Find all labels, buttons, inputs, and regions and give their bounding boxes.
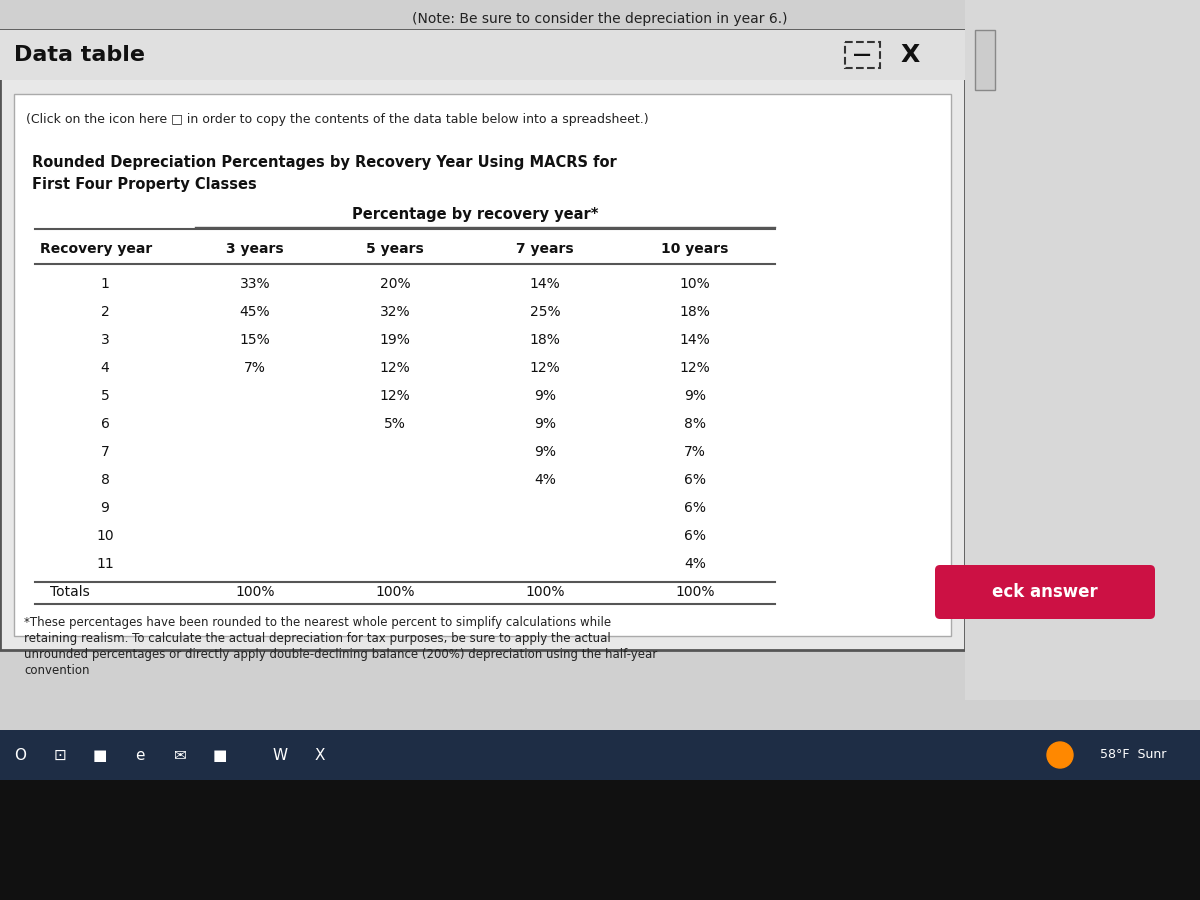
Text: 19%: 19% xyxy=(379,333,410,346)
Text: 3: 3 xyxy=(101,333,109,346)
Text: 7%: 7% xyxy=(244,361,266,374)
Text: ■: ■ xyxy=(212,748,227,762)
Text: O: O xyxy=(14,748,26,762)
Text: 12%: 12% xyxy=(679,361,710,374)
Text: 18%: 18% xyxy=(529,333,560,346)
Text: convention: convention xyxy=(24,664,90,677)
Text: 45%: 45% xyxy=(240,304,270,319)
Text: 7%: 7% xyxy=(684,445,706,459)
Text: 8: 8 xyxy=(101,472,109,487)
Text: 9: 9 xyxy=(101,500,109,515)
Bar xyxy=(0,30,965,80)
Text: *These percentages have been rounded to the nearest whole percent to simplify ca: *These percentages have been rounded to … xyxy=(24,616,611,629)
Text: 9%: 9% xyxy=(534,389,556,402)
Text: 8%: 8% xyxy=(684,417,706,430)
Text: W: W xyxy=(272,748,288,762)
Text: X: X xyxy=(900,43,919,67)
Text: ■: ■ xyxy=(92,748,107,762)
Text: 14%: 14% xyxy=(529,276,560,291)
Text: eck answer: eck answer xyxy=(992,583,1098,601)
Text: 100%: 100% xyxy=(676,585,715,598)
Text: 7 years: 7 years xyxy=(516,242,574,256)
Text: 10: 10 xyxy=(96,528,114,543)
Text: 1: 1 xyxy=(101,276,109,291)
Text: 5: 5 xyxy=(101,389,109,402)
Text: Percentage by recovery year*: Percentage by recovery year* xyxy=(352,206,599,221)
Text: 4%: 4% xyxy=(534,472,556,487)
Bar xyxy=(0,30,965,650)
Text: ✉: ✉ xyxy=(174,748,186,762)
Text: 4: 4 xyxy=(101,361,109,374)
Text: ⊡: ⊡ xyxy=(54,748,66,762)
Text: 6%: 6% xyxy=(684,472,706,487)
Text: (Note: Be sure to consider the depreciation in year 6.): (Note: Be sure to consider the depreciat… xyxy=(413,12,787,26)
Text: 10 years: 10 years xyxy=(661,242,728,256)
Text: 12%: 12% xyxy=(529,361,560,374)
Text: X: X xyxy=(314,748,325,762)
Text: retaining realism. To calculate the actual depreciation for tax purposes, be sur: retaining realism. To calculate the actu… xyxy=(24,632,611,645)
Text: 20%: 20% xyxy=(379,276,410,291)
Text: —: — xyxy=(853,46,871,64)
Text: 18%: 18% xyxy=(679,304,710,319)
Circle shape xyxy=(1046,742,1073,768)
Text: Totals: Totals xyxy=(50,585,90,598)
Text: 11: 11 xyxy=(96,556,114,571)
Text: Data table: Data table xyxy=(14,45,145,65)
Text: 25%: 25% xyxy=(529,304,560,319)
Text: 6: 6 xyxy=(101,417,109,430)
Text: 9%: 9% xyxy=(534,445,556,459)
Text: (Click on the icon here □ in order to copy the contents of the data table below : (Click on the icon here □ in order to co… xyxy=(26,113,649,127)
Text: e: e xyxy=(136,748,145,762)
Text: 100%: 100% xyxy=(526,585,565,598)
Bar xyxy=(965,0,1200,700)
Text: First Four Property Classes: First Four Property Classes xyxy=(32,176,257,192)
Text: 6%: 6% xyxy=(684,500,706,515)
Bar xyxy=(14,94,952,636)
Bar xyxy=(974,30,995,90)
Text: 5%: 5% xyxy=(384,417,406,430)
Text: 100%: 100% xyxy=(376,585,415,598)
Text: 5 years: 5 years xyxy=(366,242,424,256)
Text: 58°F  Sunr: 58°F Sunr xyxy=(1100,749,1166,761)
Text: 12%: 12% xyxy=(379,389,410,402)
Text: 33%: 33% xyxy=(240,276,270,291)
Text: 6%: 6% xyxy=(684,528,706,543)
Text: 7: 7 xyxy=(101,445,109,459)
FancyBboxPatch shape xyxy=(935,565,1154,619)
Text: 15%: 15% xyxy=(240,333,270,346)
Text: 14%: 14% xyxy=(679,333,710,346)
Text: Recovery year: Recovery year xyxy=(40,242,152,256)
Text: unrounded percentages or directly apply double-declining balance (200%) deprecia: unrounded percentages or directly apply … xyxy=(24,648,658,662)
Text: 32%: 32% xyxy=(379,304,410,319)
Text: Rounded Depreciation Percentages by Recovery Year Using MACRS for: Rounded Depreciation Percentages by Reco… xyxy=(32,155,617,169)
Bar xyxy=(0,730,1200,780)
Text: 9%: 9% xyxy=(684,389,706,402)
Text: 2: 2 xyxy=(101,304,109,319)
Text: 4%: 4% xyxy=(684,556,706,571)
Text: 10%: 10% xyxy=(679,276,710,291)
Text: 100%: 100% xyxy=(235,585,275,598)
Text: 9%: 9% xyxy=(534,417,556,430)
Text: 12%: 12% xyxy=(379,361,410,374)
Text: 3 years: 3 years xyxy=(226,242,284,256)
